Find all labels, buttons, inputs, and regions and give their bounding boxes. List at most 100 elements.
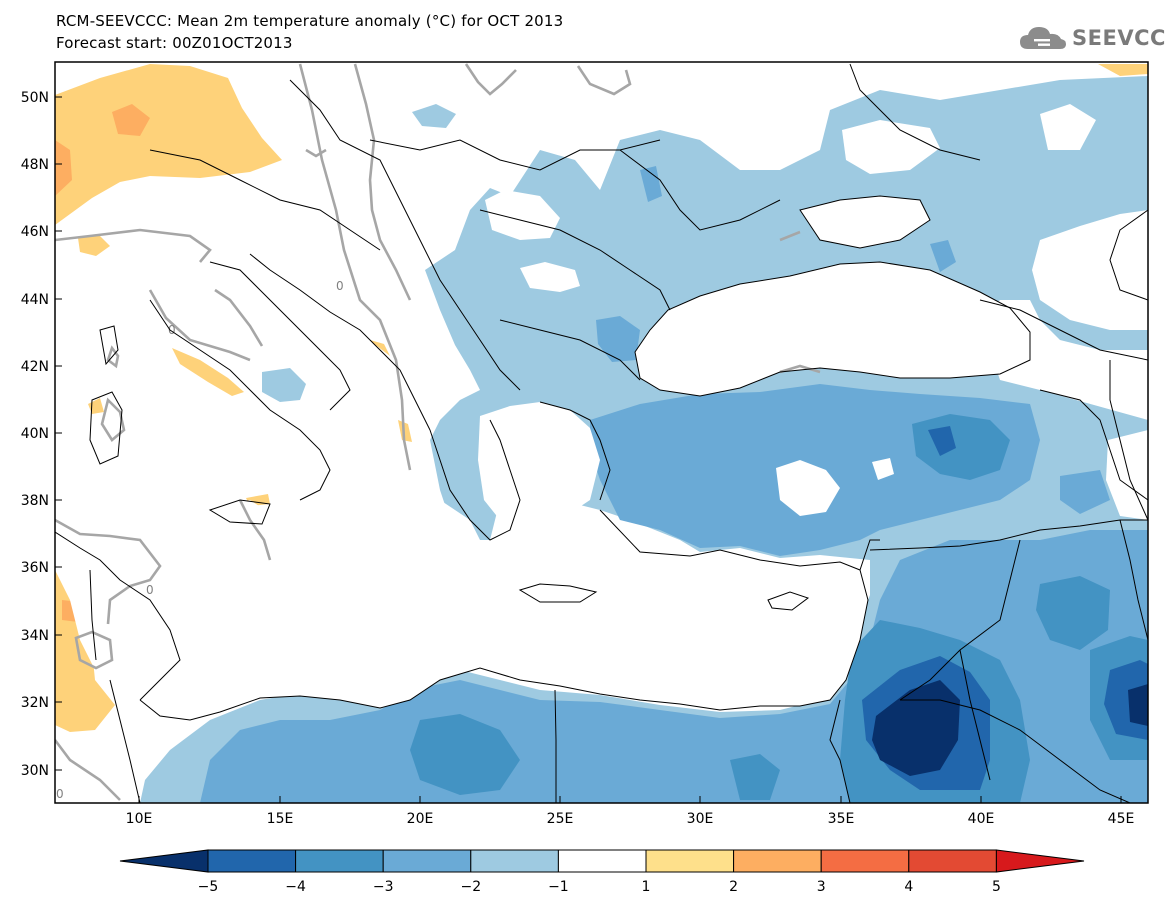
coastline-levant xyxy=(859,539,880,571)
ligurian-sea xyxy=(55,280,150,380)
adriatic-sea xyxy=(200,252,420,420)
map-title: RCM-SEEVCCC: Mean 2m temperature anomaly… xyxy=(56,12,564,30)
zero-contour-west xyxy=(55,228,212,263)
border-caucasus xyxy=(979,299,1148,361)
coastline-corsica xyxy=(99,325,119,366)
coastlines-and-borders xyxy=(55,63,1148,803)
border-iran xyxy=(1109,360,1148,521)
cold-strong-east xyxy=(1036,576,1110,650)
colorbar-label: 1 xyxy=(642,879,651,895)
lat-label: 32N xyxy=(21,695,49,711)
colorbar-bin xyxy=(733,849,822,873)
zero-contour-crimea xyxy=(779,230,801,242)
neutral-hole-ukraine xyxy=(520,262,580,292)
zero-contour-africa xyxy=(55,518,162,625)
lon-label: 15E xyxy=(267,811,294,827)
border-central-europe xyxy=(289,79,521,391)
zero-contour-north xyxy=(464,63,517,96)
colorbar-high-arrow xyxy=(995,849,1085,873)
contour-label: 0 xyxy=(336,279,344,293)
seevccc-logo: SEEVCCC xyxy=(1018,22,1165,54)
coastline-sardinia xyxy=(89,391,123,465)
neutral-hole-russia xyxy=(842,120,940,174)
cold-core-balkans xyxy=(596,316,640,362)
lat-label: 30N xyxy=(21,763,49,779)
colorbar-bin xyxy=(470,849,559,873)
cold-extreme-jordan xyxy=(872,680,960,776)
coastline-caspian xyxy=(1109,209,1148,301)
warm-region-central-europe xyxy=(55,64,282,225)
cold-strong-libya xyxy=(410,714,520,795)
lon-label: 45E xyxy=(1108,811,1135,827)
zero-contour-hungary xyxy=(353,63,412,301)
warm-core-central-europe xyxy=(112,104,150,136)
cold-spot-hungary xyxy=(412,104,456,128)
warm-spot-ionian xyxy=(398,420,412,442)
lat-label: 40N xyxy=(21,426,49,442)
zero-contour-corsica xyxy=(106,345,120,369)
anomaly-fields xyxy=(55,64,1148,803)
colorbar-label: −2 xyxy=(460,879,481,895)
colorbar-label: −4 xyxy=(285,879,306,895)
cold-extreme-iran xyxy=(1128,684,1148,726)
sea-of-azov xyxy=(800,196,930,248)
colorbar-bin xyxy=(908,849,997,873)
border-turkey-syria xyxy=(869,519,1148,551)
coastline-crete xyxy=(518,583,598,603)
lat-label: 48N xyxy=(21,157,49,173)
lat-label: 46N xyxy=(21,224,49,240)
border-syria-iraq xyxy=(899,539,1021,701)
border-saudi xyxy=(959,649,991,781)
cold-core-ukraine xyxy=(640,166,662,202)
colorbar-label: 4 xyxy=(904,879,913,895)
lon-label: 20E xyxy=(407,811,434,827)
border-bulgaria xyxy=(499,319,641,381)
neutral-hole-east xyxy=(872,458,894,480)
cold-strong-egypt xyxy=(730,754,780,800)
warm-spot-alps xyxy=(78,234,110,256)
colorbar-label: 3 xyxy=(817,879,826,895)
cold-core-iraq xyxy=(1060,470,1110,514)
coastline-adriatic-east xyxy=(249,253,431,431)
lat-label: 44N xyxy=(21,292,49,308)
coastline-turkey-south xyxy=(599,509,861,571)
colorbar-bin xyxy=(557,849,647,873)
zero-contour-poland xyxy=(576,65,632,96)
colorbar xyxy=(119,849,1085,873)
cold-core-caucasus xyxy=(930,240,956,272)
cold-spot-italy xyxy=(262,368,306,402)
coastline-italy-east xyxy=(209,261,351,411)
colorbar-label: −1 xyxy=(548,879,569,895)
aegean-sea xyxy=(478,402,600,524)
coastline-cyprus xyxy=(767,591,810,611)
warm-core-west xyxy=(55,140,72,196)
lat-label: 36N xyxy=(21,560,49,576)
lat-label: 42N xyxy=(21,359,49,375)
zero-contour-alps xyxy=(214,288,264,347)
contour-label: 0 xyxy=(146,583,154,597)
neutral-hole-anatolia xyxy=(776,460,840,516)
lon-label: 30E xyxy=(687,811,714,827)
neutral-hole-romania xyxy=(485,190,560,240)
coastline-sicily xyxy=(208,499,271,525)
zero-contour-libya xyxy=(55,739,121,801)
zero-contour-sardinia xyxy=(100,397,126,442)
zero-contour-black-sea xyxy=(779,364,821,374)
zero-contours xyxy=(55,63,821,801)
neutral-hole-caspian xyxy=(1032,210,1148,330)
colorbar-label: −3 xyxy=(373,879,394,895)
border-turkey-east xyxy=(1039,389,1148,501)
coastline-azov xyxy=(799,195,931,249)
zero-contour-balkans xyxy=(298,63,412,471)
axis-ticks xyxy=(55,96,1122,803)
colorbar-bin xyxy=(207,849,297,873)
border-iraq-iran xyxy=(1119,519,1148,641)
colorbar-low-arrow xyxy=(119,849,209,873)
coastline-aegean-east xyxy=(539,401,611,501)
cloud-icon xyxy=(1020,27,1066,49)
warm-strip-italy xyxy=(172,348,244,396)
border-algeria-tunisia xyxy=(89,569,97,661)
coastline-greece xyxy=(429,419,521,541)
warm-spot-northeast xyxy=(1098,64,1148,76)
colorbar-bin xyxy=(820,849,910,873)
